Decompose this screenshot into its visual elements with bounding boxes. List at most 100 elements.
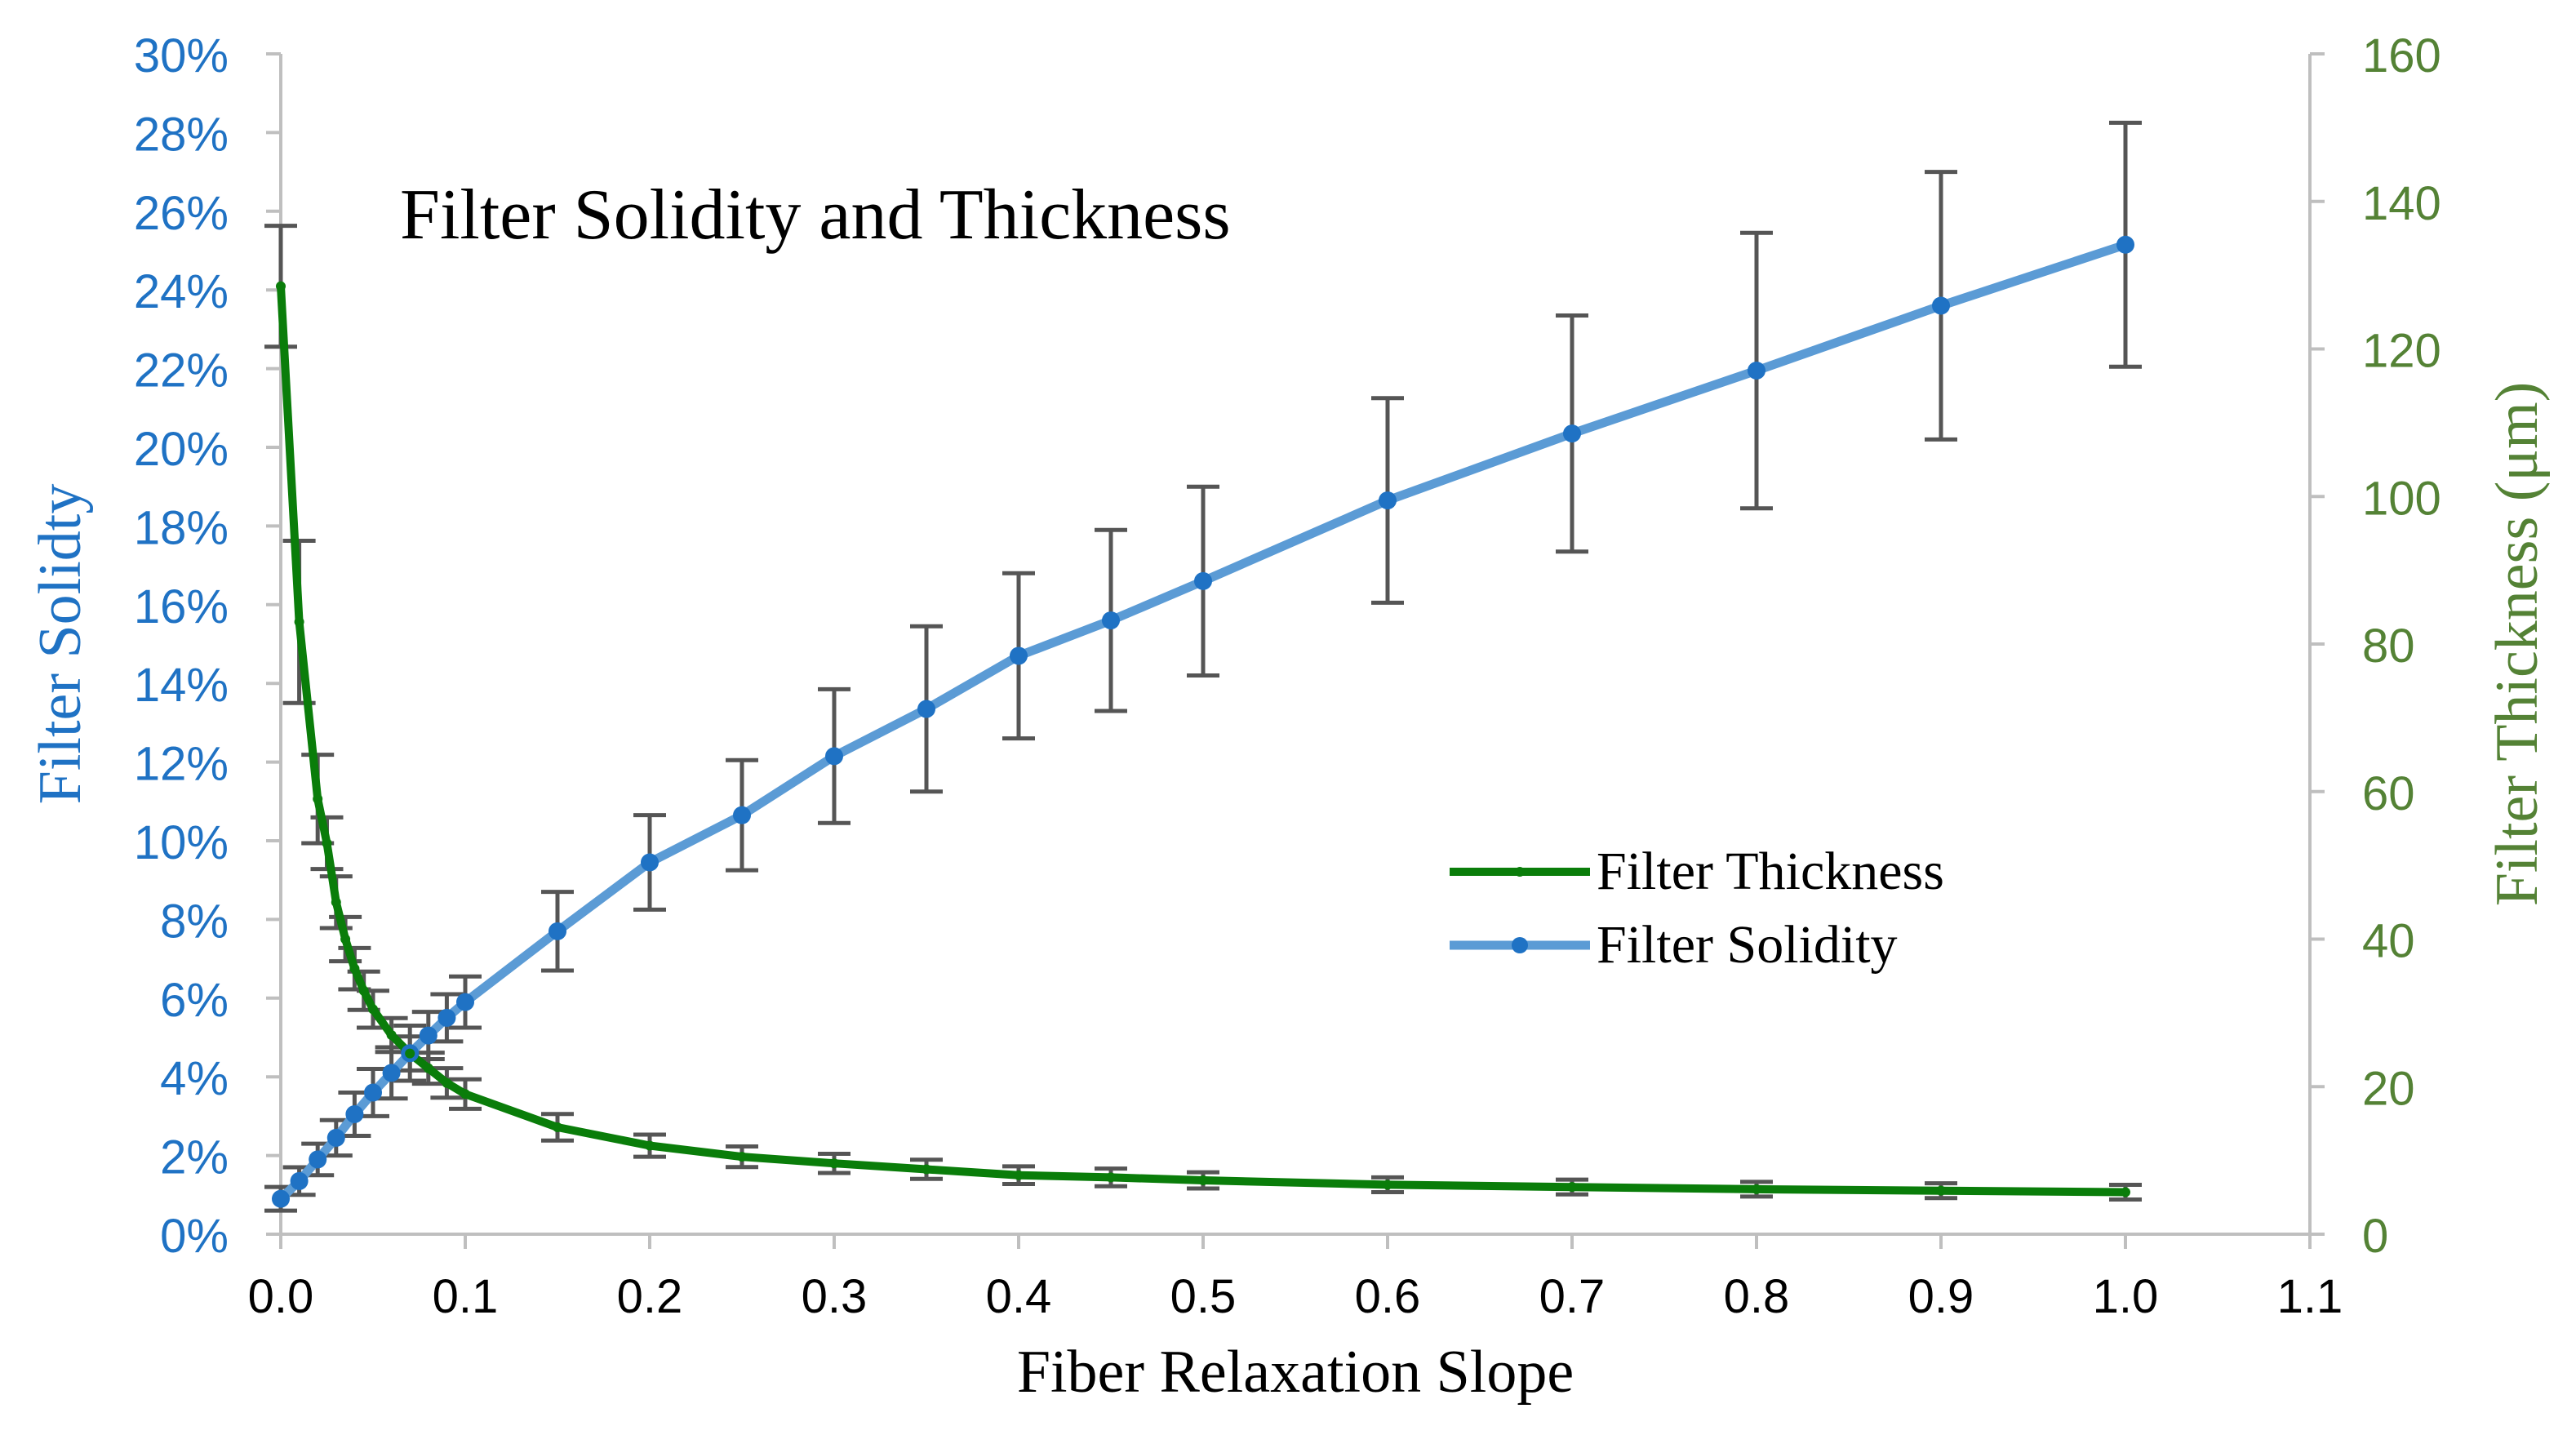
solidity-point xyxy=(2116,235,2134,254)
x-axis-ticks: 0.0 0.1 0.2 0.3 0.4 0.5 0.6 0.7 0.8 0.9 1.0 1.1 xyxy=(248,1234,2343,1323)
x-tick-label: 0.3 xyxy=(802,1270,868,1323)
thickness-point xyxy=(737,1152,747,1162)
solidity-point xyxy=(1563,424,1581,443)
thickness-point xyxy=(1014,1170,1024,1180)
left-tick-label: 6% xyxy=(160,974,229,1027)
left-tick-label: 14% xyxy=(134,659,229,712)
solidity-point xyxy=(326,1128,345,1147)
thickness-point xyxy=(1383,1180,1392,1190)
thickness-point xyxy=(349,963,360,974)
chart-title: Filter Solidity and Thickness xyxy=(400,175,1231,255)
x-tick-label: 0.2 xyxy=(617,1270,683,1323)
legend-solidity-marker xyxy=(1512,937,1528,953)
thickness-point xyxy=(322,838,332,849)
solidity-point xyxy=(272,1189,290,1208)
solidity-point xyxy=(1932,296,1950,315)
thickness-point xyxy=(294,616,304,627)
thickness-point xyxy=(368,1004,378,1015)
left-tick-label: 2% xyxy=(160,1131,229,1184)
right-tick-label: 80 xyxy=(2362,620,2415,673)
solidity-point xyxy=(1102,611,1120,630)
x-tick-label: 0.5 xyxy=(1170,1270,1237,1323)
solidity-point xyxy=(917,700,935,718)
left-axis-ticks: 0% 2% 4% 6% 8% 10% 12% 14% 16% 18% 20% 22% 24% 26% 28%… xyxy=(134,29,281,1263)
left-tick-label: 28% xyxy=(134,108,229,161)
solidity-point xyxy=(1379,491,1397,510)
thickness-point xyxy=(645,1140,655,1151)
solidity-point xyxy=(382,1064,401,1082)
solidity-point xyxy=(549,922,566,940)
thickness-point xyxy=(276,281,286,291)
x-tick-label: 0.7 xyxy=(1539,1270,1606,1323)
right-tick-label: 140 xyxy=(2362,177,2441,230)
solidity-point xyxy=(309,1150,327,1169)
x-tick-label: 1.0 xyxy=(2093,1270,2159,1323)
thickness-point xyxy=(922,1164,931,1175)
thickness-point xyxy=(340,934,351,944)
thickness-point xyxy=(1567,1182,1577,1193)
x-axis-label: Fiber Relaxation Slope xyxy=(1017,1339,1574,1406)
x-tick-label: 0.1 xyxy=(433,1270,499,1323)
left-tick-label: 26% xyxy=(134,187,229,240)
right-tick-label: 60 xyxy=(2362,767,2415,820)
left-tick-label: 0% xyxy=(160,1210,229,1263)
legend-thickness-marker xyxy=(1515,867,1525,877)
right-tick-label: 0 xyxy=(2362,1210,2388,1263)
left-axis-label: Filter Solidty xyxy=(27,484,94,805)
thickness-point xyxy=(405,1048,415,1059)
x-tick-label: 1.1 xyxy=(2277,1270,2343,1323)
left-tick-label: 12% xyxy=(134,738,229,791)
left-tick-label: 10% xyxy=(134,816,229,869)
thickness-point xyxy=(442,1077,452,1088)
right-tick-label: 120 xyxy=(2362,325,2441,378)
thickness-point xyxy=(1936,1185,1946,1196)
thickness-point xyxy=(553,1122,562,1132)
solidity-point xyxy=(733,806,751,824)
left-tick-label: 30% xyxy=(134,29,229,82)
thickness-point xyxy=(423,1063,433,1073)
solidity-point xyxy=(345,1104,364,1123)
left-tick-label: 20% xyxy=(134,423,229,476)
thickness-point xyxy=(358,985,369,996)
left-tick-label: 22% xyxy=(134,344,229,398)
x-tick-label: 0.8 xyxy=(1724,1270,1790,1323)
solidity-point xyxy=(1748,362,1765,380)
thickness-point xyxy=(331,897,341,908)
thickness-point xyxy=(829,1158,839,1169)
left-tick-label: 18% xyxy=(134,501,229,554)
solidity-point xyxy=(364,1083,382,1102)
legend-solidity-label: Filter Solidity xyxy=(1597,915,1898,975)
thickness-point xyxy=(313,793,323,804)
solidity-point xyxy=(825,747,843,766)
thickness-point xyxy=(1752,1184,1761,1194)
right-tick-label: 160 xyxy=(2362,29,2441,82)
solidity-points xyxy=(272,235,2134,1208)
solidity-point xyxy=(290,1171,309,1190)
thickness-points xyxy=(276,281,2130,1197)
solidity-point xyxy=(1194,571,1212,590)
thickness-point xyxy=(1106,1172,1116,1183)
left-tick-label: 8% xyxy=(160,895,229,948)
left-tick-label: 16% xyxy=(134,580,229,633)
right-tick-label: 100 xyxy=(2362,472,2441,525)
solidity-point xyxy=(641,853,659,872)
x-tick-label: 0.4 xyxy=(986,1270,1052,1323)
x-tick-label: 0.0 xyxy=(248,1270,314,1323)
right-tick-label: 20 xyxy=(2362,1062,2415,1115)
right-axis-ticks: 0 20 40 60 80 100 120 140 160 xyxy=(2310,29,2441,1263)
solidity-point xyxy=(437,1008,456,1027)
x-tick-label: 0.6 xyxy=(1355,1270,1421,1323)
legend: Filter Thickness Filter Solidity xyxy=(1450,842,1944,975)
thickness-point xyxy=(1198,1175,1208,1186)
solidity-point xyxy=(419,1026,437,1045)
left-tick-label: 4% xyxy=(160,1052,229,1105)
x-tick-label: 0.9 xyxy=(1908,1270,1974,1323)
thickness-point xyxy=(460,1089,470,1100)
left-tick-label: 24% xyxy=(134,265,229,318)
solidity-point xyxy=(1010,646,1028,665)
thickness-point xyxy=(386,1029,397,1040)
legend-thickness-label: Filter Thickness xyxy=(1597,842,1944,901)
right-axis-label: Filter Thickness (μm) xyxy=(2484,382,2551,907)
